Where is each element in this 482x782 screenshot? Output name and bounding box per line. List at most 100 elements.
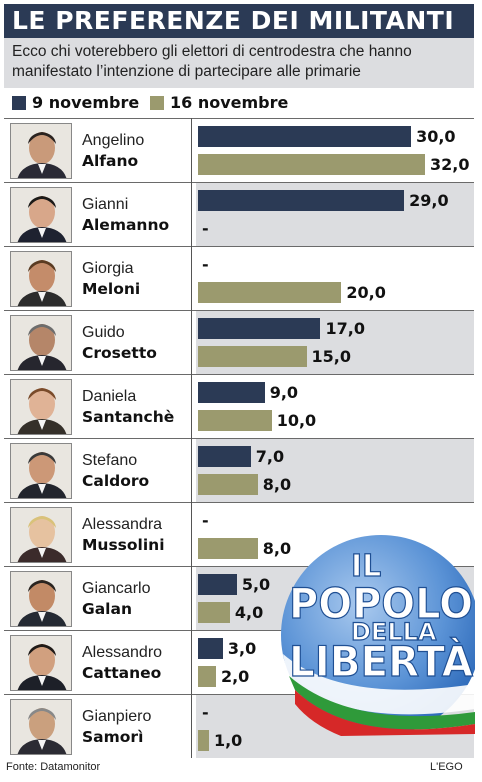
value-label-series-2: 8,0: [262, 475, 292, 494]
pdl-logo: IL POPOLO DELLA LIBERTÀ: [281, 535, 475, 736]
value-label-series-1: 17,0: [325, 319, 365, 338]
chart-row-alemanno: Gianni Alemanno 29,0 -: [4, 182, 474, 246]
bar-series-2: [198, 538, 258, 559]
candidate-name: Giorgia Meloni: [82, 258, 194, 300]
candidate-first-name: Gianpiero: [82, 708, 152, 725]
candidate-first-name: Giorgia: [82, 260, 134, 277]
value-label-series-2: 20,0: [346, 283, 386, 302]
bar-series-2: [198, 666, 216, 687]
subtitle-line-2: manifestato l’intenzione di partecipare …: [12, 63, 361, 80]
subtitle-line-1: Ecco chi voterebbero gli elettori di cen…: [12, 43, 412, 60]
candidate-last-name: Cattaneo: [82, 664, 162, 682]
value-label-series-2: -: [202, 219, 209, 238]
legend-label-series-2: 16 novembre: [170, 93, 289, 112]
logo-text-popolo: POPOLO: [289, 579, 473, 628]
candidate-first-name: Gianni: [82, 196, 129, 213]
bar-series-2: [198, 602, 230, 623]
candidate-name: Daniela Santanchè: [82, 386, 194, 428]
chart-row-cattaneo: Alessandro Cattaneo 3,0 2,0: [4, 630, 474, 694]
candidate-first-name: Alessandro: [82, 644, 163, 661]
value-label-series-2: 4,0: [234, 603, 264, 622]
legend-swatch-series-1: [12, 96, 26, 110]
value-label-series-1: 30,0: [416, 127, 456, 146]
bar-series-2: [198, 346, 307, 367]
candidate-photo: [10, 187, 72, 243]
candidate-photo: [10, 699, 72, 755]
bar-series-2: [198, 154, 425, 175]
logo-text-della: DELLA: [351, 618, 437, 646]
value-label-series-2: 15,0: [311, 347, 352, 366]
bar-series-2: [198, 730, 209, 751]
candidate-photo: [10, 507, 72, 563]
legend-item-series-1: 9 novembre: [12, 92, 139, 114]
candidate-last-name: Samorì: [82, 728, 144, 746]
chart-row-caldoro: Stefano Caldoro 7,0 8,0: [4, 438, 474, 502]
candidate-name: Giancarlo Galan: [82, 578, 194, 620]
candidate-last-name: Galan: [82, 600, 132, 618]
candidate-first-name: Daniela: [82, 388, 137, 405]
candidate-photo: [10, 443, 72, 499]
bar-series-2: [198, 410, 272, 431]
candidate-name: Gianpiero Samorì: [82, 706, 194, 748]
bar-series-1: [198, 382, 265, 403]
candidate-last-name: Caldoro: [82, 472, 150, 490]
value-label-series-1: 3,0: [227, 639, 257, 658]
value-label-series-1: 7,0: [255, 447, 285, 466]
candidate-name: Stefano Caldoro: [82, 450, 194, 492]
source-note: Fonte: Datamonitor: [6, 761, 101, 773]
value-label-series-2: 1,0: [213, 731, 243, 750]
candidate-photo: [10, 251, 72, 307]
candidate-first-name: Giancarlo: [82, 580, 151, 597]
bar-series-1: [198, 126, 412, 147]
bar-series-1: [198, 638, 223, 659]
value-label-series-1: 5,0: [241, 575, 271, 594]
value-label-series-2: 10,0: [276, 411, 317, 430]
value-label-series-1: -: [202, 511, 209, 530]
chart-row-alfano: Angelino Alfano 30,0 32,0: [4, 118, 474, 182]
candidate-first-name: Guido: [82, 324, 125, 341]
bar-series-1: [198, 190, 405, 211]
candidate-name: Alessandro Cattaneo: [82, 642, 194, 684]
credit-note: L'EGO: [430, 761, 463, 773]
value-label-series-1: 9,0: [269, 383, 299, 402]
logo-white-band: [283, 654, 475, 715]
value-label-series-2: 32,0: [430, 155, 470, 174]
legend-swatch-series-2: [150, 96, 164, 110]
candidate-name: Gianni Alemanno: [82, 194, 194, 236]
candidate-first-name: Alessandra: [82, 516, 163, 533]
candidate-last-name: Meloni: [82, 280, 141, 298]
bar-series-1: [198, 446, 251, 467]
value-label-series-1: -: [202, 255, 209, 274]
candidate-photo: [10, 379, 72, 435]
chart-subtitle: Ecco chi voterebbero gli elettori di cen…: [4, 38, 474, 88]
candidate-last-name: Mussolini: [82, 536, 165, 554]
candidate-last-name: Alfano: [82, 152, 139, 170]
bar-series-1: [198, 318, 321, 339]
chart-axis-line: [191, 118, 192, 758]
candidate-name: Alessandra Mussolini: [82, 514, 194, 556]
value-label-series-1: 29,0: [409, 191, 449, 210]
logo-text-il: IL: [351, 549, 381, 584]
candidate-last-name: Santanchè: [82, 408, 175, 426]
candidate-first-name: Stefano: [82, 452, 138, 469]
candidate-last-name: Alemanno: [82, 216, 170, 234]
legend-label-series-1: 9 novembre: [32, 93, 140, 112]
chart-row-meloni: Giorgia Meloni - 20,0: [4, 246, 474, 310]
value-label-series-2: 8,0: [262, 539, 292, 558]
candidate-first-name: Angelino: [82, 132, 145, 149]
value-label-series-1: -: [202, 703, 209, 722]
candidate-photo: [10, 315, 72, 371]
bar-series-2: [198, 282, 342, 303]
candidate-photo: [10, 571, 72, 627]
bar-series-1: [198, 574, 237, 595]
chart-row-crosetto: Guido Crosetto 17,0 15,0: [4, 310, 474, 374]
candidate-photo: [10, 123, 72, 179]
legend: 9 novembre 16 novembre: [10, 92, 470, 114]
candidate-last-name: Crosetto: [82, 344, 157, 362]
candidate-name: Guido Crosetto: [82, 322, 194, 364]
legend-item-series-2: 16 novembre: [150, 92, 288, 114]
chart-title: LE PREFERENZE DEI MILITANTI: [4, 4, 474, 38]
logo-green-band: [289, 676, 475, 730]
logo-text-liberta: LIBERTÀ: [289, 636, 473, 686]
chart-row-santanch: Daniela Santanchè 9,0 10,0: [4, 374, 474, 438]
